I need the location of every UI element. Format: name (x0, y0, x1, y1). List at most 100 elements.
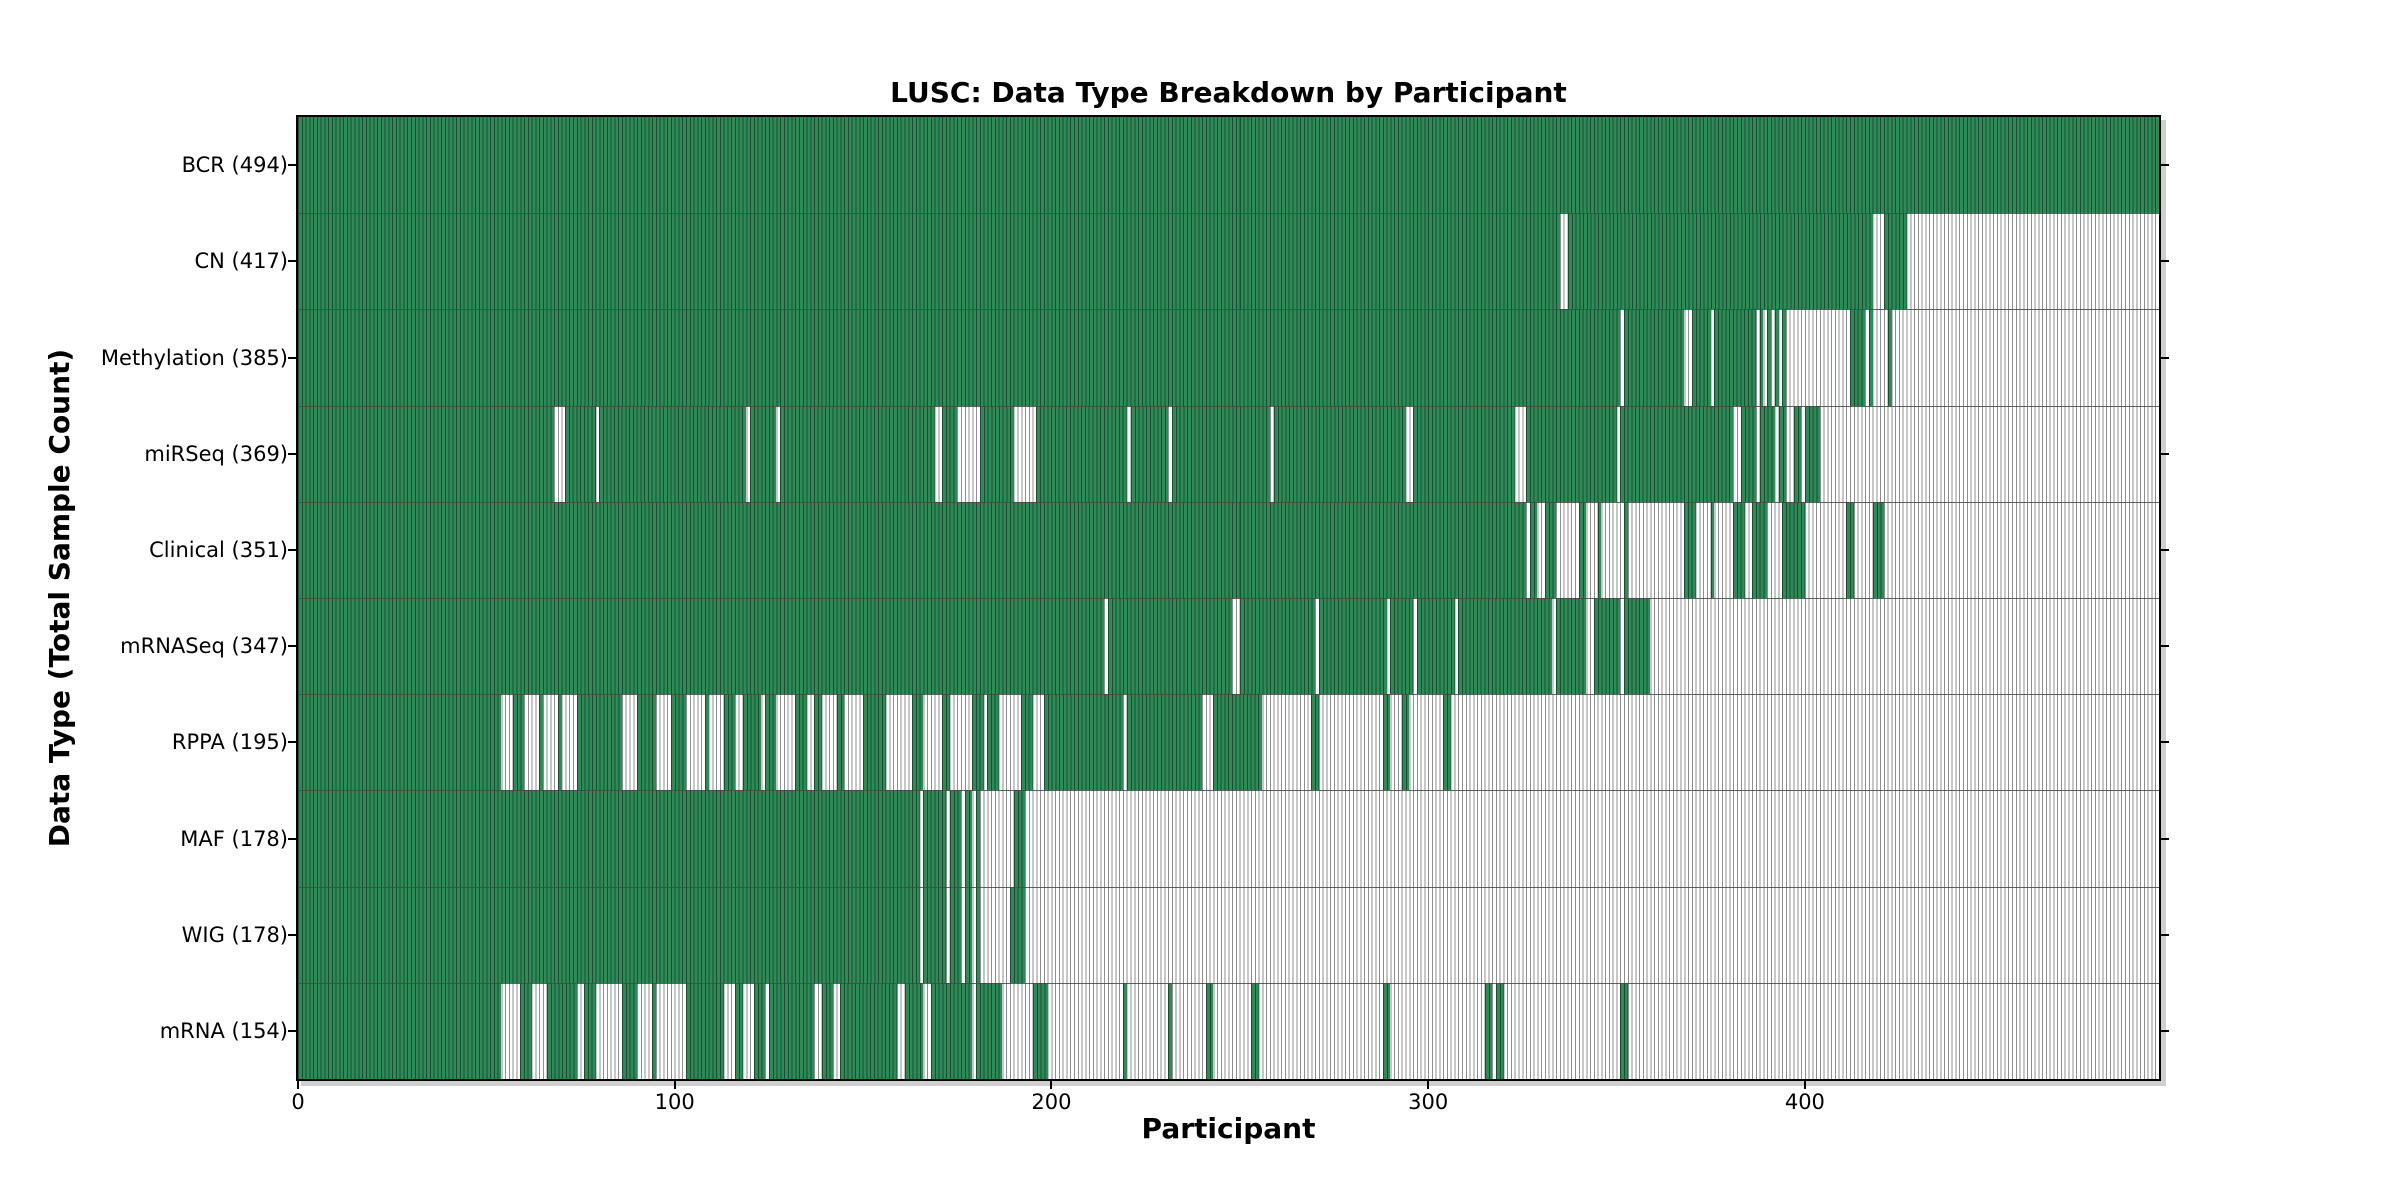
present-segment (1593, 598, 1621, 695)
row-divider (298, 886, 2159, 888)
present-segment (930, 982, 973, 1079)
y-tick-mark (288, 741, 296, 744)
present-segment (1850, 309, 1866, 406)
y-tick-label-BCR: BCR (494) (181, 153, 288, 178)
present-segment (1239, 598, 1316, 695)
present-segment (1529, 501, 1538, 598)
present-segment (753, 982, 766, 1079)
present-segment (1484, 982, 1493, 1079)
y-tick-label-miRSeq: miRSeq (369) (144, 441, 288, 466)
y-tick-mark (2161, 452, 2169, 455)
x-tick-label-200: 200 (1031, 1090, 1072, 1114)
row-divider (298, 694, 2159, 696)
present-segment (1126, 694, 1203, 791)
present-segment (1205, 982, 1214, 1079)
y-tick-mark (288, 1029, 296, 1032)
present-segment (949, 790, 962, 887)
present-segment (1774, 309, 1779, 406)
present-segment (1010, 886, 1026, 983)
row-divider (298, 790, 2159, 792)
x-tick-mark (1427, 1081, 1430, 1089)
present-segment (976, 790, 980, 887)
chart-title: LUSC: Data Type Breakdown by Participant (890, 76, 1567, 109)
x-tick-mark (1803, 1081, 1806, 1089)
present-segment (298, 598, 1105, 695)
present-segment (1624, 501, 1628, 598)
present-segment (987, 694, 999, 791)
y-tick-mark (2161, 1029, 2169, 1032)
present-segment (637, 694, 656, 791)
present-segment (976, 886, 980, 983)
present-segment (821, 982, 833, 1079)
present-segment (1544, 501, 1557, 598)
present-segment (912, 694, 924, 791)
y-tick-mark (2161, 260, 2169, 263)
present-segment (1382, 982, 1391, 1079)
present-segment (1624, 309, 1685, 406)
present-segment (1872, 501, 1884, 598)
present-segment (1273, 405, 1406, 502)
present-segment (1868, 309, 1873, 406)
y-tick-mark (288, 260, 296, 263)
present-segment (584, 982, 596, 1079)
heatmap-row-miRSeq (298, 405, 2159, 502)
present-segment (942, 694, 950, 791)
y-tick-label-Methylation: Methylation (385) (100, 345, 288, 370)
y-tick-mark (288, 356, 296, 359)
present-segment (1767, 309, 1771, 406)
row-divider (298, 982, 2159, 984)
y-tick-label-Clinical: Clinical (351) (149, 537, 288, 562)
present-segment (298, 694, 502, 791)
present-segment (976, 982, 1003, 1079)
present-segment (1311, 694, 1319, 791)
y-tick-mark (288, 548, 296, 551)
y-tick-mark (288, 837, 296, 840)
row-divider (298, 598, 2159, 599)
x-tick-label-100: 100 (654, 1090, 695, 1114)
present-segment (565, 405, 596, 502)
present-segment (1168, 982, 1172, 1079)
y-tick-label-mRNASeq: mRNASeq (347) (120, 634, 288, 659)
row-divider (298, 501, 2159, 503)
present-segment (1740, 405, 1756, 502)
row-divider (298, 213, 2159, 215)
y-tick-mark (2161, 933, 2169, 936)
present-segment (942, 405, 958, 502)
present-segment (1578, 501, 1587, 598)
present-segment (298, 309, 1621, 406)
present-segment (734, 982, 743, 1079)
present-segment (298, 405, 555, 502)
present-segment (768, 982, 815, 1079)
present-segment (1021, 694, 1033, 791)
present-segment (704, 694, 709, 791)
x-tick-label-400: 400 (1784, 1090, 1825, 1114)
y-axis-label: Data Type (Total Sample Count) (43, 348, 76, 848)
y-tick-mark (288, 645, 296, 648)
present-segment (1778, 405, 1787, 502)
present-segment (546, 982, 577, 1079)
present-segment (1846, 501, 1854, 598)
present-segment (1416, 598, 1455, 695)
present-segment (621, 982, 638, 1079)
present-segment (1782, 309, 1787, 406)
present-segment (1123, 982, 1127, 1079)
heatmap-row-RPPA (298, 694, 2159, 791)
present-segment (1782, 501, 1805, 598)
x-tick-label-0: 0 (291, 1090, 305, 1114)
present-segment (972, 694, 984, 791)
present-segment (298, 501, 1527, 598)
present-segment (750, 405, 777, 502)
present-segment (1759, 309, 1764, 406)
x-tick-mark (297, 1081, 299, 1089)
y-tick-mark (2161, 837, 2169, 840)
present-segment (1620, 982, 1628, 1079)
present-segment (742, 694, 762, 791)
y-tick-label-CN: CN (417) (194, 249, 288, 274)
present-segment (964, 886, 973, 983)
present-segment (576, 694, 622, 791)
present-segment (1887, 309, 1892, 406)
present-segment (1043, 694, 1124, 791)
heatmap-row-mRNASeq (298, 598, 2159, 695)
present-segment (539, 694, 543, 791)
